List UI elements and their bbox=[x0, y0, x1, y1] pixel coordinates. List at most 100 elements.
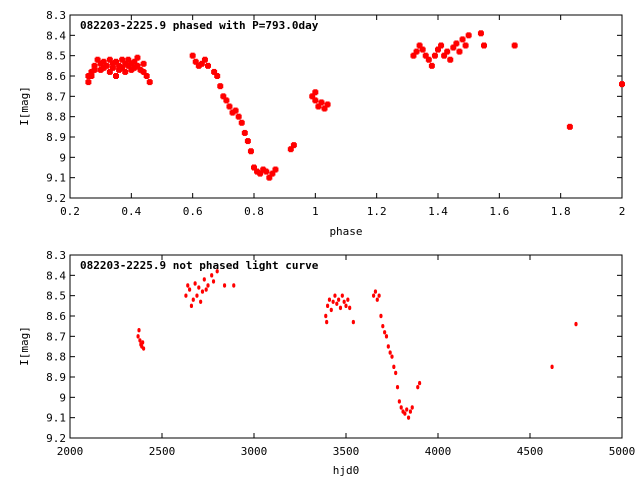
y-tick-label: 8.3 bbox=[46, 9, 66, 22]
data-point bbox=[377, 293, 381, 298]
data-point bbox=[220, 93, 227, 100]
data-point bbox=[198, 60, 205, 67]
data-point bbox=[186, 283, 190, 288]
data-point bbox=[342, 299, 346, 304]
x-tick-label: 0.2 bbox=[60, 205, 80, 218]
data-point bbox=[312, 89, 319, 96]
data-point bbox=[392, 364, 396, 370]
data-point bbox=[251, 164, 257, 171]
x-tick-label: 2000 bbox=[57, 445, 84, 458]
x-tick-label: 0.4 bbox=[121, 205, 141, 218]
data-point bbox=[200, 289, 205, 294]
data-point bbox=[333, 293, 337, 298]
data-point bbox=[142, 346, 146, 351]
data-point bbox=[324, 101, 331, 108]
data-point bbox=[131, 58, 138, 65]
data-point bbox=[191, 297, 195, 302]
data-point bbox=[223, 97, 230, 104]
data-point bbox=[140, 68, 147, 75]
data-point bbox=[113, 73, 119, 79]
data-point bbox=[375, 297, 379, 302]
data-point bbox=[413, 48, 420, 55]
data-point bbox=[122, 68, 129, 75]
data-point bbox=[441, 52, 448, 59]
y-tick-label: 9 bbox=[59, 391, 66, 404]
data-point bbox=[91, 62, 98, 69]
data-point bbox=[241, 129, 248, 136]
data-point bbox=[199, 299, 203, 304]
data-point bbox=[138, 338, 142, 343]
data-point bbox=[418, 380, 422, 386]
y-tick-label: 8.9 bbox=[46, 371, 66, 384]
y-tick-label: 8.7 bbox=[46, 330, 66, 343]
data-point bbox=[134, 62, 141, 69]
data-point bbox=[215, 269, 219, 274]
data-point bbox=[88, 73, 95, 79]
data-point bbox=[193, 281, 197, 286]
data-point bbox=[128, 66, 135, 73]
data-point bbox=[574, 321, 578, 327]
data-point bbox=[269, 170, 276, 177]
data-point bbox=[351, 319, 355, 325]
data-point bbox=[205, 62, 211, 69]
data-point bbox=[290, 142, 297, 149]
data-point bbox=[326, 303, 330, 309]
y-tick-label: 9.2 bbox=[46, 192, 66, 205]
data-point bbox=[384, 334, 389, 339]
data-point bbox=[348, 305, 352, 311]
data-point bbox=[477, 30, 484, 37]
data-point bbox=[422, 52, 429, 59]
data-point bbox=[211, 279, 216, 284]
data-point bbox=[346, 297, 350, 302]
data-point bbox=[397, 399, 401, 404]
data-point bbox=[217, 83, 224, 90]
chart-title: 082203-2225.9 phased with P=793.0day bbox=[80, 19, 319, 32]
data-point bbox=[119, 64, 126, 71]
phased-light-curve-panel: 082203-2225.9 phased with P=793.0day pha… bbox=[18, 9, 625, 238]
data-point bbox=[388, 350, 392, 355]
data-points bbox=[85, 30, 625, 181]
data-point bbox=[406, 415, 411, 420]
x-tick-label: 1.8 bbox=[551, 205, 571, 218]
data-point bbox=[408, 409, 412, 414]
data-point bbox=[232, 283, 236, 288]
plot-frame bbox=[69, 14, 623, 199]
data-point bbox=[373, 289, 378, 294]
data-point bbox=[109, 64, 116, 71]
data-point bbox=[386, 344, 390, 349]
data-point bbox=[85, 79, 92, 86]
x-tick-label: 2 bbox=[619, 205, 626, 218]
y-axis-label: I[mag] bbox=[18, 86, 31, 126]
data-point bbox=[331, 299, 335, 304]
data-point bbox=[260, 166, 267, 173]
data-point bbox=[287, 146, 294, 153]
data-point bbox=[125, 62, 132, 69]
data-point bbox=[226, 103, 233, 110]
y-tick-label: 8.3 bbox=[46, 249, 66, 262]
data-point bbox=[338, 305, 343, 311]
data-point bbox=[309, 93, 316, 100]
x-tick-label: 3500 bbox=[333, 445, 360, 458]
data-point bbox=[372, 293, 376, 298]
data-point bbox=[416, 42, 423, 49]
data-point bbox=[116, 66, 123, 73]
x-tick-label: 4000 bbox=[425, 445, 452, 458]
y-tick-label: 8.8 bbox=[46, 351, 66, 364]
data-point bbox=[97, 66, 104, 73]
data-point bbox=[327, 297, 332, 302]
data-point bbox=[232, 107, 239, 114]
data-point bbox=[438, 42, 445, 49]
x-tick-label: 4500 bbox=[517, 445, 544, 458]
data-point bbox=[229, 109, 236, 116]
data-point bbox=[106, 56, 113, 63]
data-point bbox=[335, 301, 339, 306]
data-point bbox=[97, 60, 104, 67]
data-point bbox=[125, 56, 132, 63]
data-point bbox=[435, 46, 441, 53]
data-point bbox=[444, 48, 451, 55]
data-point bbox=[321, 105, 328, 112]
data-point bbox=[263, 168, 270, 175]
data-point bbox=[143, 73, 150, 79]
x-axis-label: phase bbox=[329, 225, 362, 238]
